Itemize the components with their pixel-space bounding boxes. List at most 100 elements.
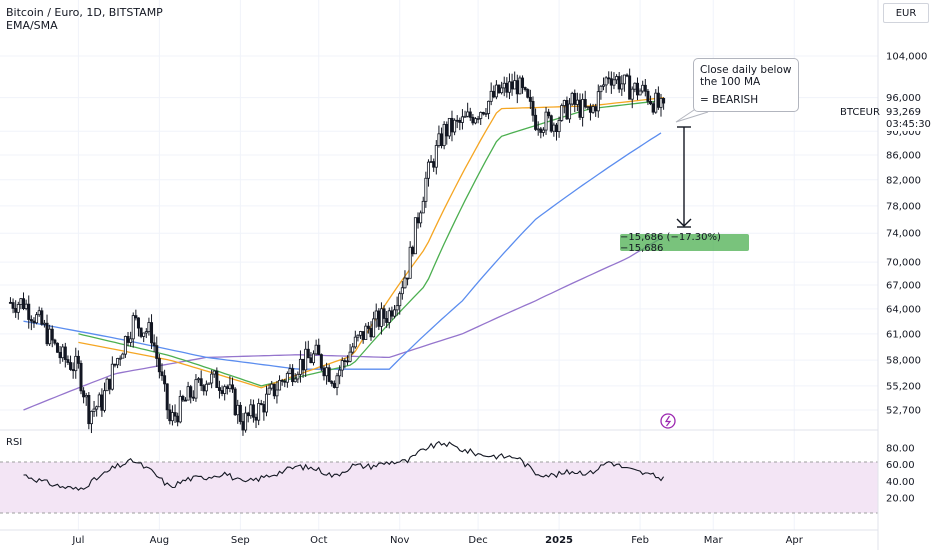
countdown-label: 03:45:30 <box>886 119 931 130</box>
lightning-icon[interactable] <box>660 413 676 429</box>
candle <box>139 327 143 337</box>
candle <box>29 319 33 322</box>
candle <box>254 416 258 421</box>
measure-label[interactable]: −15,686 (−17.30%) −15,686 <box>620 232 749 254</box>
candle <box>473 118 477 124</box>
price-axis[interactable]: 104,000 96,000 90,000 86,000 82,000 78,000 74,… <box>886 52 927 417</box>
candle <box>63 346 67 360</box>
symbol-label: BTCEUR <box>840 107 880 118</box>
candle <box>554 124 558 133</box>
candle <box>238 404 242 422</box>
candle <box>249 404 253 417</box>
symbol-title: Bitcoin / Euro, 1D, BITSTAMP <box>6 6 163 19</box>
candle <box>395 305 399 311</box>
candle <box>246 412 250 417</box>
candle <box>191 396 195 399</box>
candle <box>264 393 268 413</box>
candle <box>502 82 506 89</box>
candle <box>215 370 219 388</box>
callout-line1: Close daily below <box>700 64 792 76</box>
candle <box>523 87 527 90</box>
rsi-axis[interactable]: 80.00 60.00 40.00 20.00 <box>886 444 915 505</box>
candle <box>202 385 206 392</box>
candle <box>257 403 261 421</box>
currency-button[interactable]: EUR <box>883 3 929 23</box>
candle <box>646 90 650 102</box>
candle <box>377 310 381 327</box>
candle <box>204 383 208 392</box>
candle <box>643 84 647 92</box>
candle <box>393 309 397 317</box>
candle <box>168 409 172 422</box>
candle <box>492 90 496 98</box>
candle <box>210 373 214 384</box>
candle <box>340 360 344 371</box>
candle <box>110 363 114 390</box>
candle <box>528 96 532 102</box>
candle <box>259 403 263 405</box>
candle <box>602 84 606 87</box>
rsi-band <box>0 462 878 513</box>
candle <box>518 77 522 95</box>
candle <box>447 117 451 137</box>
candle <box>275 389 279 397</box>
time-axis[interactable]: Jul Aug Sep Oct Nov Dec 2025 Feb Mar Apr <box>71 535 803 546</box>
candle <box>573 92 577 105</box>
candle <box>147 322 151 333</box>
candle <box>633 82 637 90</box>
candle <box>460 116 464 123</box>
candle <box>424 177 428 202</box>
candle <box>173 412 177 417</box>
rsi-title[interactable]: RSI <box>6 437 23 448</box>
ema-slow-line <box>78 99 664 387</box>
candle <box>421 200 425 214</box>
candle <box>630 88 634 100</box>
candle <box>317 344 321 355</box>
candle <box>220 390 224 394</box>
candle <box>144 331 148 334</box>
time-tick-label: Dec <box>468 535 487 546</box>
candle <box>32 320 36 324</box>
candle <box>570 92 574 105</box>
time-tick-label: Sep <box>231 535 250 546</box>
candle <box>343 360 347 362</box>
candle <box>547 111 551 117</box>
candle <box>379 308 383 327</box>
candle <box>322 367 326 377</box>
candle <box>150 322 154 344</box>
candle <box>489 90 493 102</box>
candle <box>272 383 276 397</box>
candle <box>560 105 564 121</box>
candle <box>278 379 282 391</box>
candle <box>71 369 75 372</box>
candle <box>45 322 49 345</box>
candle <box>231 384 235 390</box>
measure-arrow <box>676 126 692 228</box>
candle <box>651 103 655 113</box>
candle <box>507 81 511 93</box>
indicator-title[interactable]: EMA/SMA <box>6 19 58 32</box>
rsi-tick-label: 80.00 <box>886 444 915 455</box>
candle <box>581 99 585 118</box>
candle <box>48 328 52 345</box>
candle <box>622 74 626 85</box>
candle <box>251 404 255 418</box>
candle <box>445 123 449 137</box>
candle <box>382 308 386 319</box>
candle <box>223 386 227 394</box>
rsi-line <box>23 440 665 491</box>
candle <box>372 318 376 338</box>
candle <box>510 81 514 90</box>
candle <box>544 111 548 131</box>
candle <box>236 404 240 416</box>
candle <box>596 91 600 112</box>
candle <box>330 381 334 384</box>
candle <box>609 78 613 86</box>
candle <box>656 92 660 108</box>
candle <box>481 112 485 115</box>
candle <box>385 318 389 323</box>
annotation-callout[interactable]: Close daily below the 100 MA = BEARISH <box>693 58 799 112</box>
candle <box>662 98 666 104</box>
time-tick-label: 2025 <box>545 535 573 546</box>
